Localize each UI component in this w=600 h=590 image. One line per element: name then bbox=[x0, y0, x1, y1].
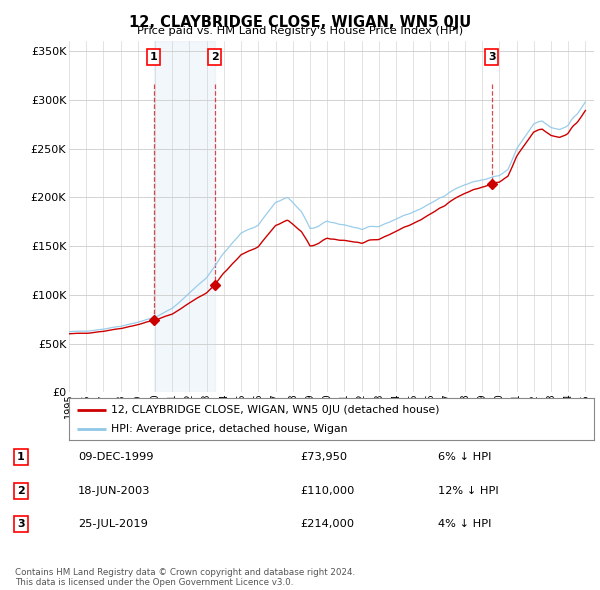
Text: 6% ↓ HPI: 6% ↓ HPI bbox=[438, 453, 491, 462]
Text: 2: 2 bbox=[17, 486, 25, 496]
Text: £73,950: £73,950 bbox=[300, 453, 347, 462]
Text: 25-JUL-2019: 25-JUL-2019 bbox=[78, 519, 148, 529]
Text: 12, CLAYBRIDGE CLOSE, WIGAN, WN5 0JU (detached house): 12, CLAYBRIDGE CLOSE, WIGAN, WN5 0JU (de… bbox=[111, 405, 439, 415]
Text: 1: 1 bbox=[150, 52, 158, 62]
Text: Price paid vs. HM Land Registry's House Price Index (HPI): Price paid vs. HM Land Registry's House … bbox=[137, 26, 463, 36]
Text: Contains HM Land Registry data © Crown copyright and database right 2024.
This d: Contains HM Land Registry data © Crown c… bbox=[15, 568, 355, 587]
Text: 12% ↓ HPI: 12% ↓ HPI bbox=[438, 486, 499, 496]
Text: 1: 1 bbox=[17, 453, 25, 462]
Text: 3: 3 bbox=[488, 52, 496, 62]
Text: £214,000: £214,000 bbox=[300, 519, 354, 529]
Text: 4% ↓ HPI: 4% ↓ HPI bbox=[438, 519, 491, 529]
Text: 2: 2 bbox=[211, 52, 218, 62]
Text: 09-DEC-1999: 09-DEC-1999 bbox=[78, 453, 154, 462]
Text: 18-JUN-2003: 18-JUN-2003 bbox=[78, 486, 151, 496]
Text: 12, CLAYBRIDGE CLOSE, WIGAN, WN5 0JU: 12, CLAYBRIDGE CLOSE, WIGAN, WN5 0JU bbox=[129, 15, 471, 30]
Text: 3: 3 bbox=[17, 519, 25, 529]
Bar bbox=[154, 41, 215, 392]
Text: HPI: Average price, detached house, Wigan: HPI: Average price, detached house, Wiga… bbox=[111, 424, 347, 434]
Text: £110,000: £110,000 bbox=[300, 486, 355, 496]
